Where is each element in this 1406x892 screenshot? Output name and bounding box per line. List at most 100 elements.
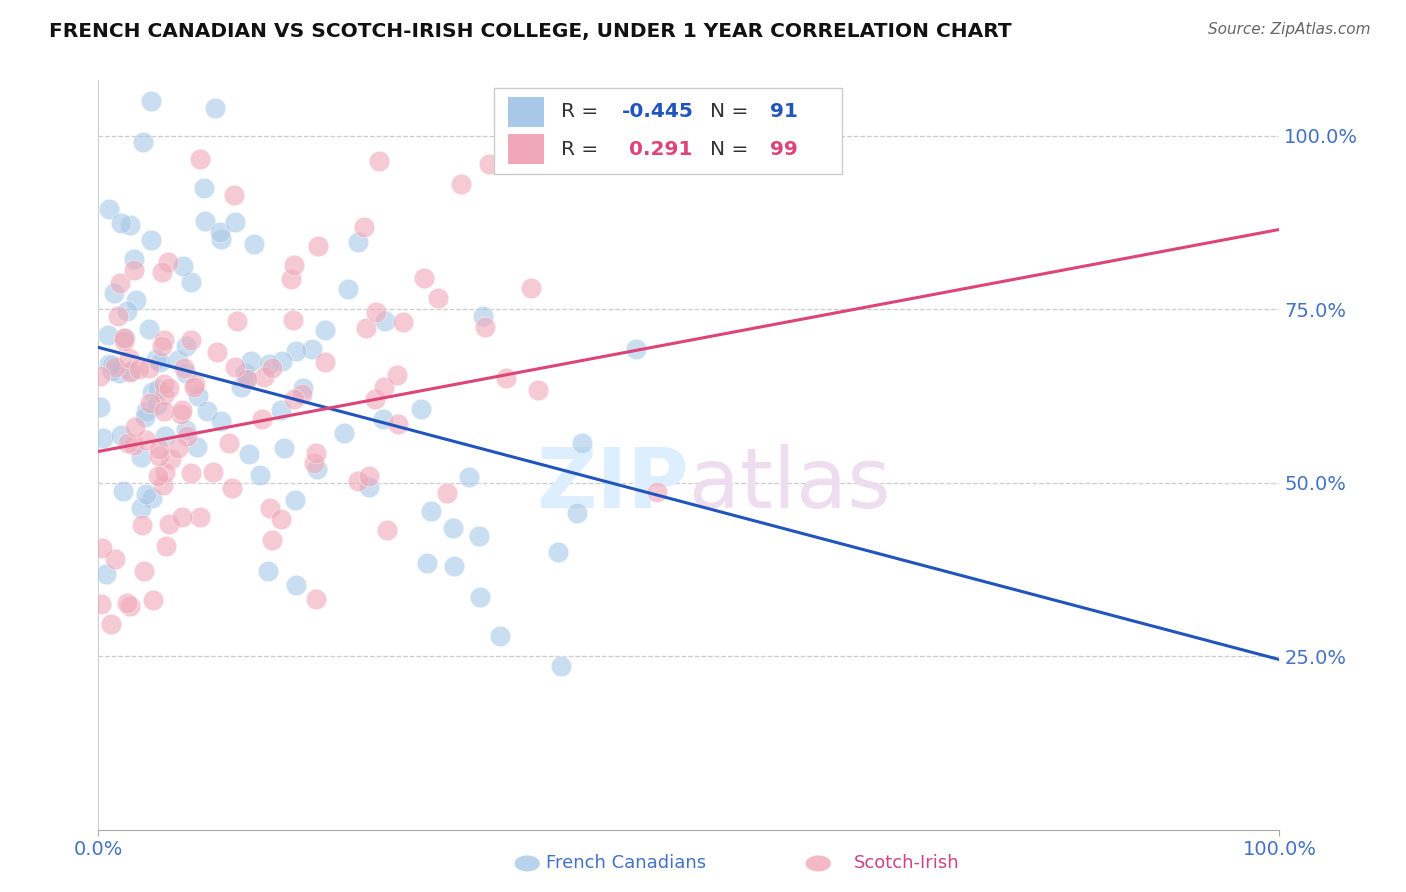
Text: R =: R = — [561, 103, 605, 121]
Point — [138, 322, 160, 336]
Point — [571, 436, 593, 450]
Point — [155, 465, 177, 479]
Point — [108, 366, 131, 380]
Text: FRENCH CANADIAN VS SCOTCH-IRISH COLLEGE, UNDER 1 YEAR CORRELATION CHART: FRENCH CANADIAN VS SCOTCH-IRISH COLLEGE,… — [49, 22, 1012, 41]
Point — [135, 433, 157, 447]
Point — [107, 309, 129, 323]
Point — [474, 320, 496, 334]
Point — [441, 520, 464, 534]
Point — [226, 313, 249, 327]
Text: N =: N = — [710, 103, 755, 121]
Point — [118, 351, 141, 366]
Point — [155, 539, 177, 553]
Point — [221, 481, 243, 495]
Point — [172, 259, 194, 273]
Point — [120, 364, 142, 378]
Point — [238, 447, 260, 461]
Point — [110, 276, 132, 290]
Point — [387, 417, 409, 431]
Point — [218, 435, 240, 450]
Point — [135, 487, 157, 501]
Point — [194, 214, 217, 228]
Point — [118, 599, 141, 613]
Point — [114, 331, 136, 345]
Text: Source: ZipAtlas.com: Source: ZipAtlas.com — [1208, 22, 1371, 37]
Point — [371, 412, 394, 426]
Point — [104, 360, 127, 375]
Point — [366, 305, 388, 319]
Point — [122, 438, 145, 452]
Point — [305, 462, 328, 476]
Point — [385, 368, 408, 383]
Point — [125, 293, 148, 307]
Point — [129, 500, 152, 515]
Point — [141, 94, 163, 108]
Point — [152, 388, 174, 402]
Point — [450, 177, 472, 191]
Point — [129, 450, 152, 464]
Point — [347, 235, 370, 250]
Point — [188, 510, 211, 524]
Point — [112, 483, 135, 498]
Point — [180, 333, 202, 347]
Point — [527, 383, 550, 397]
Point — [547, 545, 569, 559]
Point — [152, 478, 174, 492]
Point — [426, 291, 449, 305]
Point — [120, 218, 142, 232]
Point — [186, 441, 208, 455]
Point — [172, 509, 194, 524]
Point — [89, 368, 111, 383]
Point — [184, 376, 207, 391]
Point — [224, 187, 246, 202]
Point — [209, 413, 232, 427]
Text: N =: N = — [710, 140, 755, 159]
Point — [333, 425, 356, 440]
Point — [157, 381, 180, 395]
Point — [150, 265, 173, 279]
Point — [135, 404, 157, 418]
Point — [131, 517, 153, 532]
Point — [224, 360, 246, 375]
Point — [145, 352, 167, 367]
Point — [314, 355, 336, 369]
Point — [142, 593, 165, 607]
Point — [301, 342, 323, 356]
Point — [415, 556, 437, 570]
Point — [157, 517, 180, 532]
Point — [197, 404, 219, 418]
Point — [457, 470, 479, 484]
Point — [207, 345, 229, 359]
Point — [283, 392, 305, 406]
Point — [141, 491, 163, 506]
Point — [188, 153, 211, 167]
Point — [167, 352, 190, 367]
FancyBboxPatch shape — [494, 87, 842, 174]
Point — [624, 342, 647, 356]
Point — [495, 371, 517, 385]
Point — [186, 390, 208, 404]
Text: Scotch-Irish: Scotch-Irish — [853, 855, 960, 872]
Point — [305, 446, 328, 460]
Point — [141, 384, 163, 399]
Point — [357, 480, 380, 494]
Point — [565, 506, 588, 520]
Point — [118, 365, 141, 379]
Point — [257, 564, 280, 578]
Point — [364, 392, 387, 407]
Point — [101, 358, 124, 372]
Point — [285, 344, 308, 359]
Point — [193, 181, 215, 195]
Bar — [508, 134, 544, 164]
Point — [281, 313, 304, 327]
Point — [148, 442, 170, 456]
Point — [305, 591, 328, 606]
Point — [489, 629, 512, 643]
Point — [353, 220, 375, 235]
Point — [122, 262, 145, 277]
Point — [172, 402, 194, 417]
Point — [115, 595, 138, 609]
Point — [236, 372, 259, 386]
Point — [224, 215, 246, 229]
Point — [157, 255, 180, 269]
